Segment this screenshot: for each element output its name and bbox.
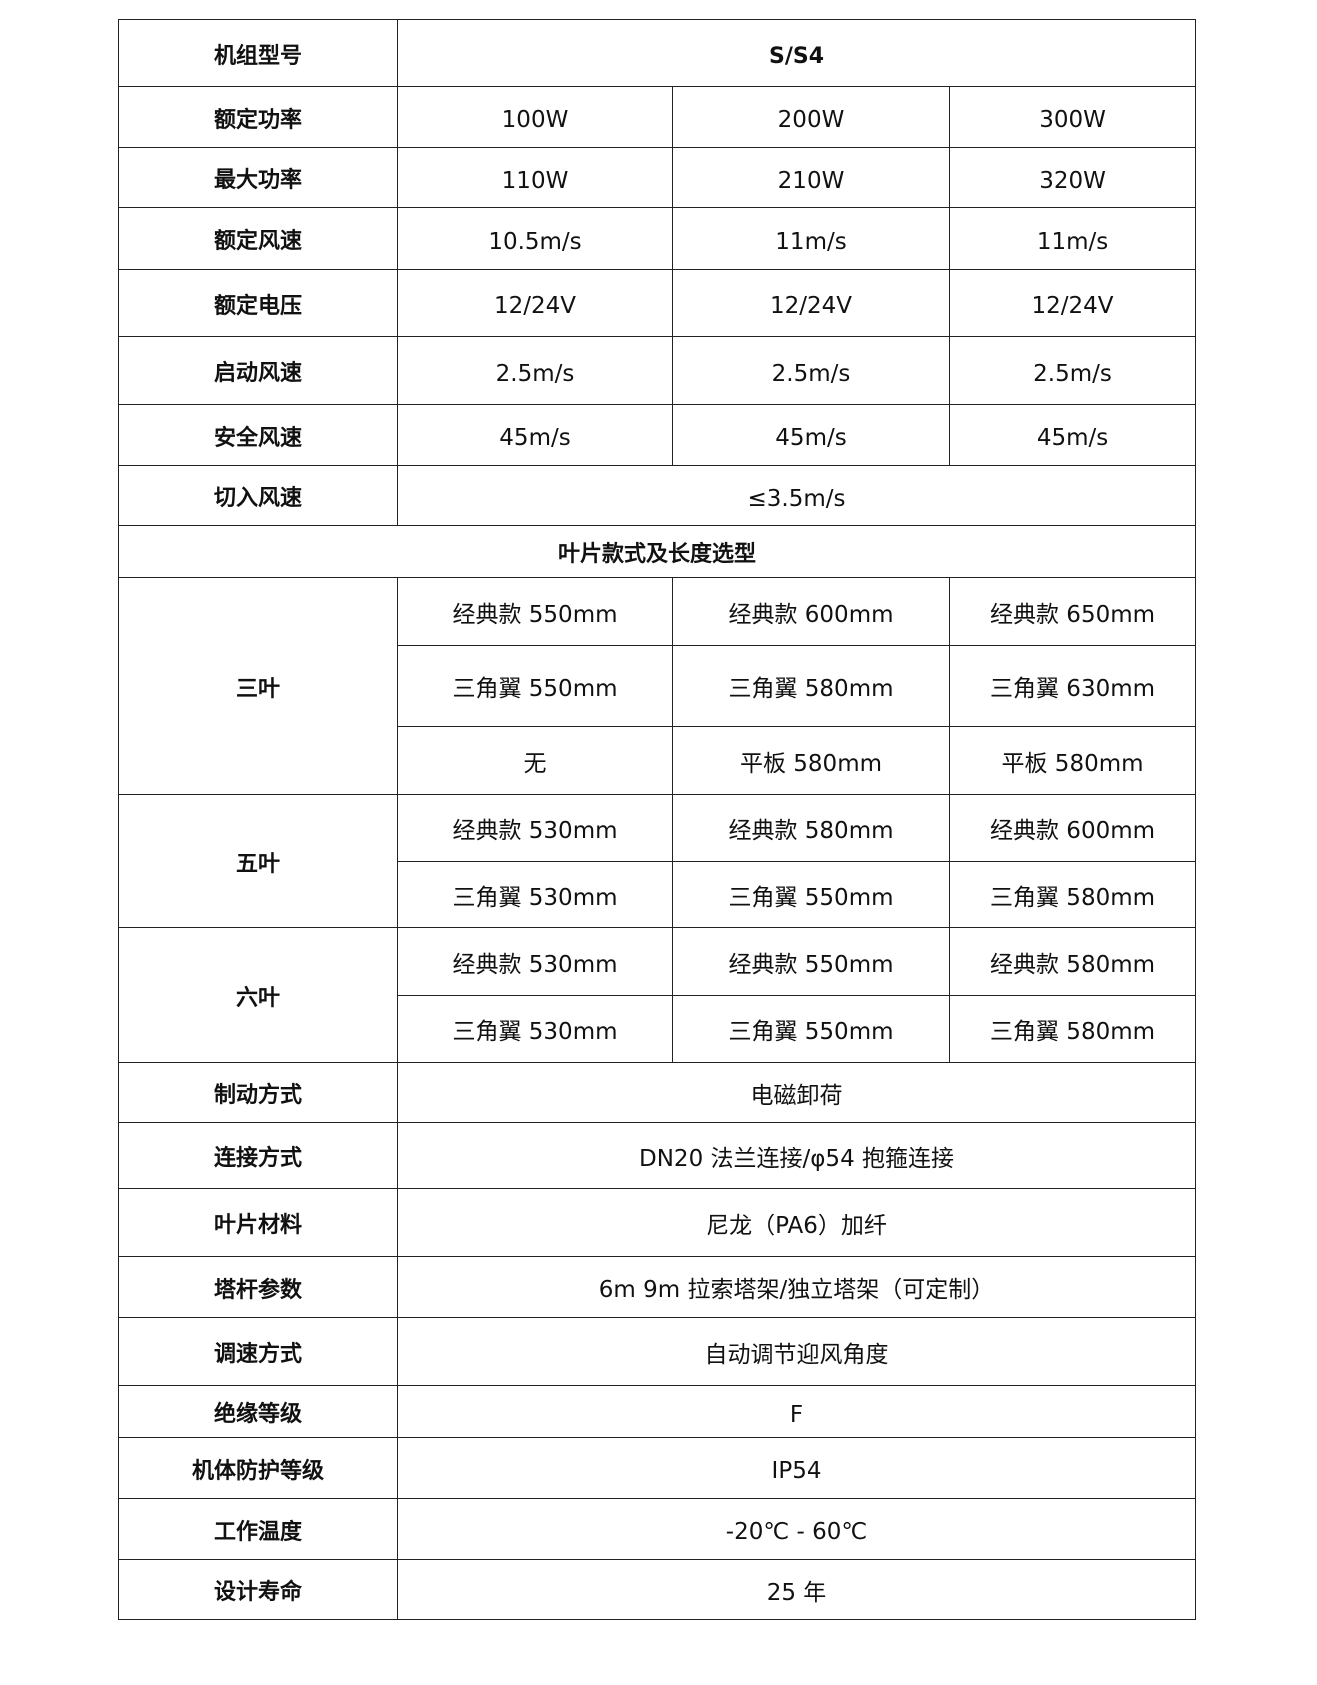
blade-option: 经典款 580mm [672,794,950,862]
section-title: 叶片款式及长度选型 [117,525,1197,578]
blade-option: 经典款 550mm [397,577,673,646]
blade-option: 三角翼 550mm [672,995,950,1063]
row-label: 叶片材料 [118,1188,398,1257]
table-cell: 25 年 [396,1559,1197,1620]
blade-option: 平板 580mm [948,726,1197,795]
table-cell: 12/24V [672,269,950,337]
model-value: S/S4 [396,19,1197,87]
table-cell: 自动调节迎风角度 [396,1317,1197,1386]
row-label: 最大功率 [118,147,398,208]
row-label: 额定电压 [118,269,398,337]
table-cell: 100W [397,86,673,148]
row-label: 安全风速 [118,404,398,466]
blade-option: 经典款 530mm [397,794,673,862]
table-row: 机体防护等级 IP54 [118,1437,1197,1499]
table-cell: IP54 [396,1437,1197,1499]
table-row: 额定功率 100W 200W 300W [118,86,1197,148]
row-label: 额定功率 [118,86,398,148]
blade-option: 平板 580mm [672,726,950,795]
table-row: 额定风速 10.5m/s 11m/s 11m/s [118,207,1197,270]
blade-option: 三角翼 580mm [672,645,950,727]
row-label: 工作温度 [118,1498,398,1560]
blade-option: 三角翼 550mm [397,645,673,727]
table-cell: F [396,1385,1197,1438]
table-row: 切入风速 ≤3.5m/s [118,465,1197,526]
blade-option: 经典款 580mm [948,927,1197,996]
blade-option: 经典款 600mm [672,577,950,646]
table-cell: 45m/s [948,404,1197,466]
table-row: 工作温度 -20℃ - 60℃ [118,1498,1197,1560]
table-cell: DN20 法兰连接/φ54 抱箍连接 [396,1122,1197,1189]
table-row: 叶片材料 尼龙（PA6）加纤 [118,1188,1197,1257]
blade-option: 三角翼 530mm [397,995,673,1063]
blade-option: 无 [397,726,673,795]
table-row: 塔杆参数 6m 9m 拉索塔架/独立塔架（可定制） [118,1256,1197,1318]
blade-option: 三角翼 580mm [948,995,1197,1063]
blade-row: 三角翼 530mm 三角翼 550mm 三角翼 580mm [119,861,1197,928]
table-cell: 电磁卸荷 [396,1062,1197,1123]
table-cell: 320W [948,147,1197,208]
blade-option: 经典款 530mm [397,927,673,996]
blade-option: 三角翼 630mm [948,645,1197,727]
blade-count-label: 三叶 [118,577,398,795]
blade-option: 三角翼 550mm [672,861,950,928]
table-cell: 45m/s [672,404,950,466]
blade-row: 六叶 经典款 530mm 经典款 550mm 经典款 580mm [118,927,1197,1063]
table-row: 安全风速 45m/s 45m/s 45m/s [118,404,1197,466]
table-cell: ≤3.5m/s [396,465,1197,526]
row-label: 连接方式 [118,1122,398,1189]
table-cell: 12/24V [948,269,1197,337]
blade-option: 经典款 600mm [948,794,1197,862]
blade-row: 三角翼 530mm 三角翼 550mm 三角翼 580mm [119,995,1197,1063]
blade-row: 三角翼 550mm 三角翼 580mm 三角翼 630mm [119,645,1197,727]
blade-option: 三角翼 530mm [397,861,673,928]
table-row: 额定电压 12/24V 12/24V 12/24V [118,269,1197,337]
row-label: 机体防护等级 [118,1437,398,1499]
table-cell: 6m 9m 拉索塔架/独立塔架（可定制） [396,1256,1197,1318]
table-cell: 尼龙（PA6）加纤 [396,1188,1197,1257]
blade-row: 三叶 经典款 550mm 经典款 600mm 经典款 650mm [118,577,1197,795]
section-title-row: 叶片款式及长度选型 [117,525,1197,578]
table-row: 绝缘等级 F [118,1385,1197,1438]
blade-option: 经典款 550mm [672,927,950,996]
row-label: 塔杆参数 [118,1256,398,1318]
row-label: 调速方式 [118,1317,398,1386]
row-label: 制动方式 [118,1062,398,1123]
table-row: 制动方式 电磁卸荷 [118,1062,1197,1123]
table-row: 最大功率 110W 210W 320W [118,147,1197,208]
table-row-model: 机组型号 S/S4 [118,19,1197,87]
table-cell: 2.5m/s [948,336,1197,405]
table-row: 调速方式 自动调节迎风角度 [118,1317,1197,1386]
table-cell: 45m/s [397,404,673,466]
blade-option: 经典款 650mm [948,577,1197,646]
table-cell: 2.5m/s [672,336,950,405]
table-cell: 110W [397,147,673,208]
row-label: 额定风速 [118,207,398,270]
table-cell: 10.5m/s [397,207,673,270]
row-label: 启动风速 [118,336,398,405]
table-cell: 300W [948,86,1197,148]
table-row: 启动风速 2.5m/s 2.5m/s 2.5m/s [118,336,1197,405]
blade-count-label: 六叶 [118,927,398,1063]
table-cell: 210W [672,147,950,208]
blade-row: 五叶 经典款 530mm 经典款 580mm 经典款 600mm [118,794,1197,928]
table-row: 设计寿命 25 年 [118,1559,1197,1620]
table-cell: 12/24V [397,269,673,337]
row-label: 设计寿命 [118,1559,398,1620]
row-label: 切入风速 [118,465,398,526]
row-label: 机组型号 [118,19,398,87]
table-cell: 11m/s [948,207,1197,270]
row-label: 绝缘等级 [118,1385,398,1438]
blade-option: 三角翼 580mm [948,861,1197,928]
blade-count-label: 五叶 [118,794,398,928]
table-cell: 2.5m/s [397,336,673,405]
table-cell: -20℃ - 60℃ [396,1498,1197,1560]
spec-table: 机组型号 S/S4 额定功率 100W 200W 300W 最大功率 110W 210W 320W… [117,19,1197,1620]
table-cell: 200W [672,86,950,148]
table-cell: 11m/s [672,207,950,270]
table-row: 连接方式 DN20 法兰连接/φ54 抱箍连接 [118,1122,1197,1189]
